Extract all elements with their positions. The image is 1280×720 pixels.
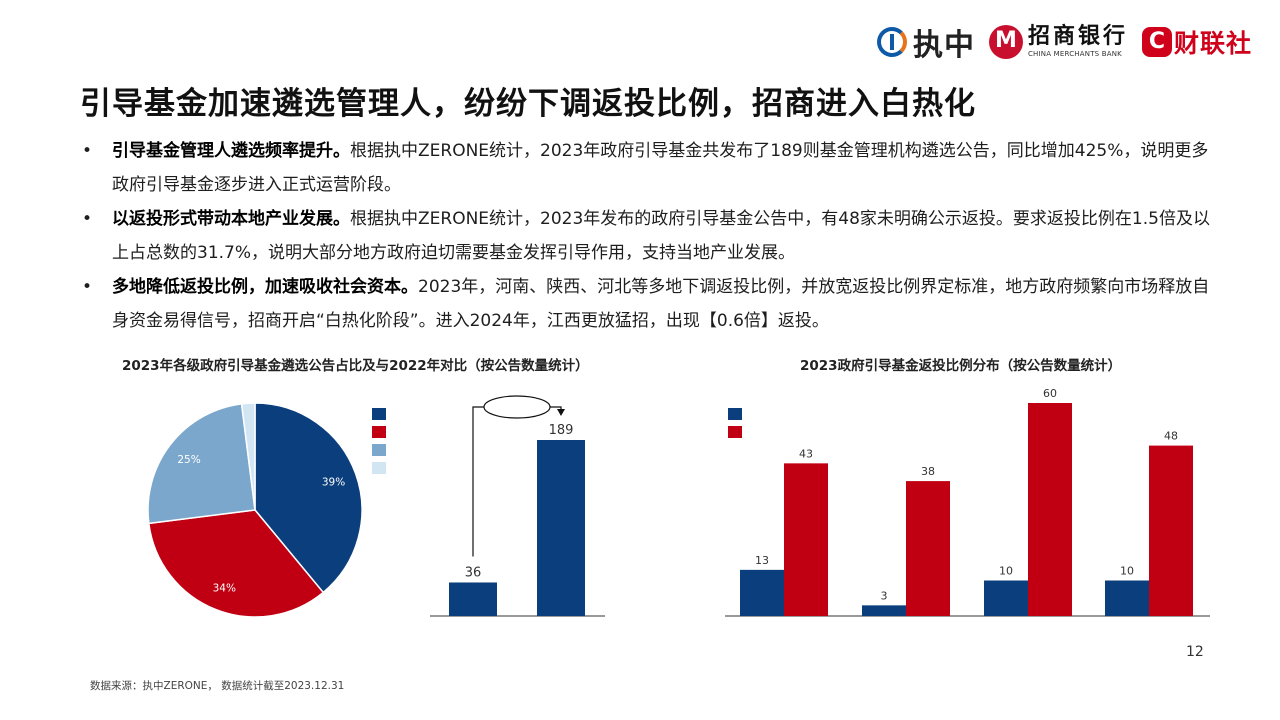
pie-chart: 39% 34% 25% bbox=[147, 402, 363, 618]
pie-slice bbox=[254, 402, 363, 594]
dist-bar bbox=[784, 463, 828, 616]
zerone-logo-text: 执中 bbox=[912, 28, 975, 63]
cmb-logo: 招商银行 CHINA MERCHANTS BANK bbox=[988, 24, 1128, 59]
zerone-logo-icon bbox=[876, 27, 907, 57]
cmp-bar-label: 36 bbox=[465, 565, 482, 580]
cmb-logo-cn: 招商银行 bbox=[1027, 24, 1128, 49]
cmp-bar bbox=[537, 440, 585, 616]
pie-slice-label: 39% bbox=[322, 477, 345, 489]
dist-bar-label: 10 bbox=[999, 565, 1013, 578]
growth-callout bbox=[483, 395, 551, 419]
bullet-item: 多地降低返投比例，加速吸收社会资本。2023年，河南、陕西、河北等多地下调返投比… bbox=[82, 270, 1212, 338]
dist-bar-label: 10 bbox=[1120, 565, 1134, 578]
dist-legend-swatch-2 bbox=[728, 426, 742, 438]
bullet-heading: 以返投形式带动本地产业发展。 bbox=[112, 209, 350, 229]
distribution-bar-chart: 13 3 10 10 43 38 60 48 bbox=[725, 387, 1210, 617]
bullet-item: 以返投形式带动本地产业发展。根据执中ZERONE统计，2023年发布的政府引导基… bbox=[82, 202, 1212, 270]
cmp-bar-label: 189 bbox=[549, 423, 574, 438]
dist-bar-label: 13 bbox=[755, 554, 769, 567]
bullet-heading: 引导基金管理人遴选频率提升。 bbox=[112, 141, 350, 161]
cls-logo-icon: C bbox=[1141, 27, 1172, 57]
pie-legend-swatch-4 bbox=[372, 462, 386, 474]
cls-logo-text: 财联社 bbox=[1173, 29, 1252, 58]
header-logos: 执中 招商银行 CHINA MERCHANTS BANK C 财联社 bbox=[876, 20, 1252, 64]
pie-legend-swatch-3 bbox=[372, 444, 386, 456]
left-chart-title: 2023年各级政府引导基金遴选公告占比及与2022年对比（按公告数量统计） bbox=[122, 358, 589, 374]
dist-legend-swatch-1 bbox=[728, 408, 742, 420]
dist-bar bbox=[740, 569, 784, 616]
cmp-bar bbox=[449, 582, 497, 616]
dist-bar bbox=[1105, 580, 1149, 616]
dist-bar bbox=[1028, 403, 1072, 616]
bullet-text: 根据执中ZERONE统计，2023年政府引导基金共发布了189则基金管理机构遴选… bbox=[112, 141, 1209, 195]
dist-bar bbox=[1149, 445, 1193, 616]
right-chart-title: 2023政府引导基金返投比例分布（按公告数量统计） bbox=[800, 358, 1122, 374]
pie-slice-label: 25% bbox=[177, 454, 200, 466]
pie-slice bbox=[147, 403, 256, 525]
dist-bar-label: 48 bbox=[1164, 430, 1178, 443]
dist-bar-label: 60 bbox=[1043, 387, 1057, 400]
bullet-text: 根据执中ZERONE统计，2023年发布的政府引导基金公告中，有48家未明确公示… bbox=[112, 209, 1210, 263]
pie-legend-swatch-1 bbox=[372, 408, 386, 420]
bullet-list: 引导基金管理人遴选频率提升。根据执中ZERONE统计，2023年政府引导基金共发… bbox=[82, 134, 1212, 338]
source-note: 数据来源：执中ZERONE， 数据统计截至2023.12.31 bbox=[90, 680, 345, 692]
pie-legend-swatch-2 bbox=[372, 426, 386, 438]
comparison-bar-chart: 36 189 bbox=[430, 395, 605, 617]
pie-slice-label: 34% bbox=[213, 583, 236, 595]
cmb-logo-icon bbox=[988, 25, 1023, 59]
pie-slice bbox=[148, 509, 325, 618]
dist-bar-label: 38 bbox=[921, 465, 935, 478]
dist-bar-label: 43 bbox=[799, 447, 813, 460]
cls-logo: C 财联社 bbox=[1141, 24, 1252, 60]
dist-bar bbox=[906, 481, 950, 616]
dist-bar bbox=[862, 605, 906, 616]
growth-arrowhead bbox=[557, 409, 565, 416]
cmb-logo-en: CHINA MERCHANTS BANK bbox=[1027, 50, 1122, 58]
page-number: 12 bbox=[1186, 644, 1204, 660]
zerone-logo: 执中 bbox=[876, 20, 975, 64]
bullet-text: 2023年，河南、陕西、河北等多地下调返投比例，并放宽返投比例界定标准，地方政府… bbox=[112, 277, 1210, 331]
dist-bar bbox=[984, 580, 1028, 616]
pie-slice bbox=[240, 402, 256, 511]
page-title: 引导基金加速遴选管理人，纷纷下调返投比例，招商进入白热化 bbox=[80, 86, 976, 122]
bullet-heading: 多地降低返投比例，加速吸收社会资本。 bbox=[112, 277, 418, 297]
dist-bar-label: 3 bbox=[881, 589, 888, 602]
bullet-item: 引导基金管理人遴选频率提升。根据执中ZERONE统计，2023年政府引导基金共发… bbox=[82, 134, 1212, 202]
